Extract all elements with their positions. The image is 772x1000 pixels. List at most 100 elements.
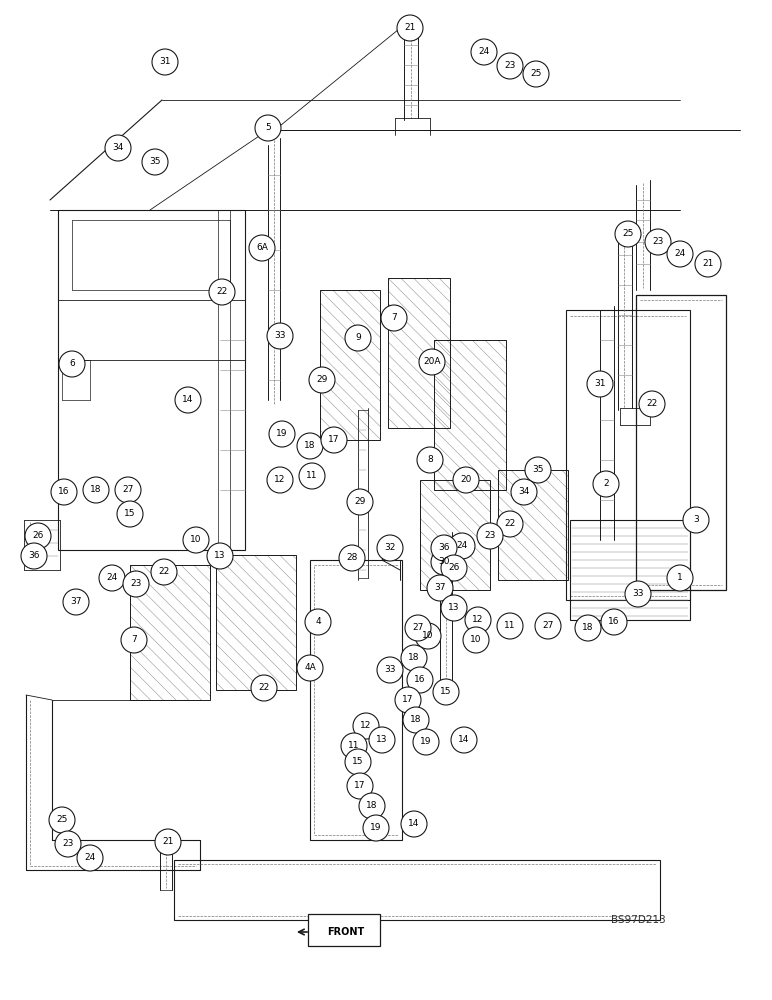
Circle shape xyxy=(525,457,551,483)
Circle shape xyxy=(105,135,131,161)
Text: 3: 3 xyxy=(693,516,699,524)
Circle shape xyxy=(377,657,403,683)
Text: 15: 15 xyxy=(352,758,364,766)
Circle shape xyxy=(59,351,85,377)
Text: 14: 14 xyxy=(182,395,194,404)
Text: 18: 18 xyxy=(582,624,594,633)
Text: 35: 35 xyxy=(532,466,543,475)
Circle shape xyxy=(395,687,421,713)
Text: 10: 10 xyxy=(422,632,434,641)
Text: 26: 26 xyxy=(32,532,44,540)
Circle shape xyxy=(441,555,467,581)
Text: 27: 27 xyxy=(412,624,424,633)
Circle shape xyxy=(477,523,503,549)
Circle shape xyxy=(587,371,613,397)
Text: 37: 37 xyxy=(434,584,445,592)
Text: 24: 24 xyxy=(479,47,489,56)
Text: 31: 31 xyxy=(159,57,171,66)
Circle shape xyxy=(415,623,441,649)
Text: 11: 11 xyxy=(306,472,318,481)
Text: 21: 21 xyxy=(703,259,713,268)
Circle shape xyxy=(407,667,433,693)
Circle shape xyxy=(431,549,457,575)
Circle shape xyxy=(463,627,489,653)
Circle shape xyxy=(83,477,109,503)
Text: 22: 22 xyxy=(259,684,269,692)
Text: 33: 33 xyxy=(384,666,396,674)
Text: 12: 12 xyxy=(472,615,484,624)
Text: 19: 19 xyxy=(276,430,288,438)
Text: 36: 36 xyxy=(29,552,39,560)
Text: 20: 20 xyxy=(460,476,472,485)
Circle shape xyxy=(269,421,295,447)
Circle shape xyxy=(615,221,641,247)
Text: 33: 33 xyxy=(274,332,286,340)
Circle shape xyxy=(183,527,209,553)
Text: 4A: 4A xyxy=(304,664,316,672)
Text: 9: 9 xyxy=(355,334,361,342)
Text: 18: 18 xyxy=(410,716,422,724)
Circle shape xyxy=(55,831,81,857)
Text: 27: 27 xyxy=(122,486,134,494)
Circle shape xyxy=(449,533,475,559)
Text: 13: 13 xyxy=(449,603,460,612)
Circle shape xyxy=(397,15,423,41)
Text: 18: 18 xyxy=(408,654,420,662)
Text: 13: 13 xyxy=(376,736,388,744)
Text: 23: 23 xyxy=(504,62,516,70)
Circle shape xyxy=(117,501,143,527)
Circle shape xyxy=(363,815,389,841)
Text: 26: 26 xyxy=(449,564,459,572)
Circle shape xyxy=(405,615,431,641)
Text: 17: 17 xyxy=(354,782,366,790)
Text: 36: 36 xyxy=(438,544,450,552)
Circle shape xyxy=(115,477,141,503)
Text: FRONT: FRONT xyxy=(327,927,364,937)
Circle shape xyxy=(299,463,325,489)
Text: 14: 14 xyxy=(408,820,420,828)
Circle shape xyxy=(667,565,693,591)
Text: 18: 18 xyxy=(366,802,378,810)
Text: 29: 29 xyxy=(354,497,366,506)
Text: 30: 30 xyxy=(438,558,450,566)
Text: 23: 23 xyxy=(63,840,73,848)
Circle shape xyxy=(353,713,379,739)
Circle shape xyxy=(377,535,403,561)
Text: 22: 22 xyxy=(216,288,228,296)
Circle shape xyxy=(339,545,365,571)
Text: 16: 16 xyxy=(415,676,425,684)
Circle shape xyxy=(255,115,281,141)
Circle shape xyxy=(209,279,235,305)
Text: 28: 28 xyxy=(347,554,357,562)
Text: 33: 33 xyxy=(632,589,644,598)
Text: 22: 22 xyxy=(646,399,658,408)
Text: 13: 13 xyxy=(215,552,225,560)
Text: 25: 25 xyxy=(622,230,634,238)
Circle shape xyxy=(401,645,427,671)
Circle shape xyxy=(49,807,75,833)
Circle shape xyxy=(667,241,693,267)
Circle shape xyxy=(433,679,459,705)
Text: 17: 17 xyxy=(402,696,414,704)
Text: 11: 11 xyxy=(348,742,360,750)
Text: 15: 15 xyxy=(124,510,136,518)
Circle shape xyxy=(123,571,149,597)
Circle shape xyxy=(249,235,275,261)
Circle shape xyxy=(305,609,331,635)
Text: 22: 22 xyxy=(158,568,170,576)
Circle shape xyxy=(347,489,373,515)
Circle shape xyxy=(431,535,457,561)
Circle shape xyxy=(695,251,721,277)
Circle shape xyxy=(419,349,445,375)
Circle shape xyxy=(683,507,709,533)
Text: 7: 7 xyxy=(131,636,137,645)
Text: 34: 34 xyxy=(518,488,530,496)
Text: 11: 11 xyxy=(504,621,516,631)
Text: BS97D213: BS97D213 xyxy=(611,915,665,925)
Circle shape xyxy=(345,749,371,775)
Circle shape xyxy=(152,49,178,75)
Text: 8: 8 xyxy=(427,456,433,464)
Circle shape xyxy=(267,467,293,493)
Text: 20A: 20A xyxy=(423,358,441,366)
Text: 23: 23 xyxy=(130,580,142,588)
